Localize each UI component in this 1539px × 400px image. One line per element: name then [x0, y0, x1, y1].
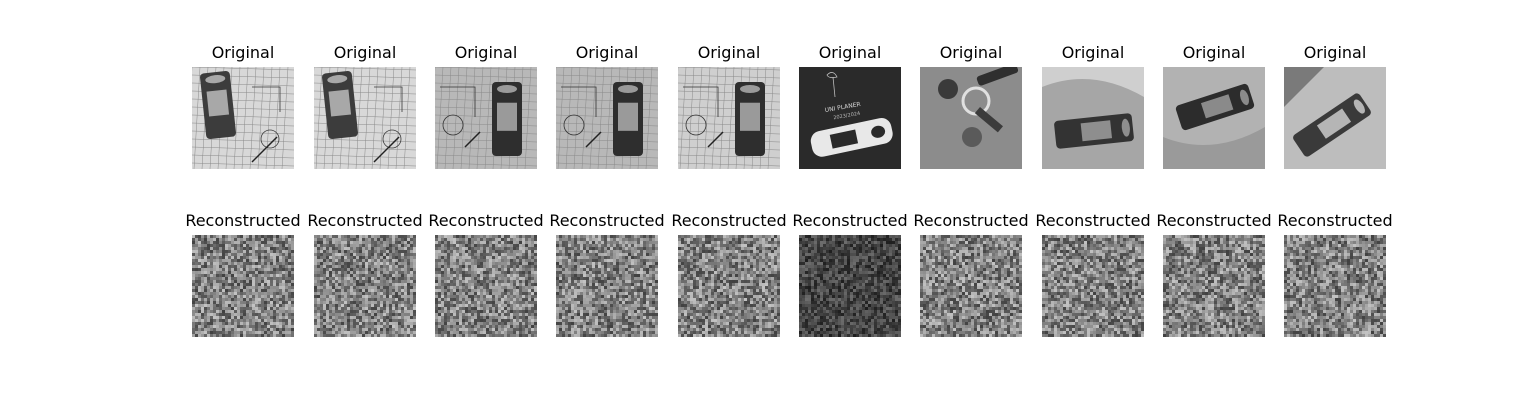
original-image: [678, 67, 780, 169]
reconstructed-image: [1042, 235, 1144, 337]
reconstructed-image: [1284, 235, 1386, 337]
reconstructed-image: [435, 235, 537, 337]
reconstructed-image: [678, 235, 780, 337]
original-image: [314, 67, 416, 169]
original-image: [1042, 67, 1144, 169]
reconstructed-panel-title: Reconstructed: [671, 211, 787, 230]
original-panel-title: Original: [211, 43, 275, 62]
reconstructed-image: [1163, 235, 1265, 337]
reconstructed-image: [314, 235, 416, 337]
reconstructed-panel-title: Reconstructed: [428, 211, 544, 230]
original-panel-title: Original: [697, 43, 761, 62]
reconstructed-panel-title: Reconstructed: [549, 211, 665, 230]
original-panel-title: Original: [333, 43, 397, 62]
reconstructed-image: [799, 235, 901, 337]
original-panel-title: Original: [1182, 43, 1246, 62]
reconstructed-image: [920, 235, 1022, 337]
original-panel-title: Original: [575, 43, 639, 62]
reconstructed-panel-title: Reconstructed: [792, 211, 908, 230]
reconstructed-panel-title: Reconstructed: [1277, 211, 1393, 230]
reconstructed-panel-title: Reconstructed: [913, 211, 1029, 230]
original-panel-title: Original: [1303, 43, 1367, 62]
original-image: [1284, 67, 1386, 169]
original-image: [192, 67, 294, 169]
planner-cover-text-line2: 2023/2024: [833, 111, 861, 122]
reconstructed-image: [556, 235, 658, 337]
reconstructed-panel-title: Reconstructed: [1035, 211, 1151, 230]
original-panel-title: Original: [454, 43, 518, 62]
reconstructed-image: [192, 235, 294, 337]
reconstructed-panel-title: Reconstructed: [307, 211, 423, 230]
reconstructed-panel-title: Reconstructed: [1156, 211, 1272, 230]
original-panel-title: Original: [1061, 43, 1125, 62]
original-image: [920, 67, 1022, 169]
original-image: [435, 67, 537, 169]
reconstructed-panel-title: Reconstructed: [185, 211, 301, 230]
original-panel-title: Original: [939, 43, 1003, 62]
original-panel-title: Original: [818, 43, 882, 62]
original-image: [1163, 67, 1265, 169]
original-image: [556, 67, 658, 169]
